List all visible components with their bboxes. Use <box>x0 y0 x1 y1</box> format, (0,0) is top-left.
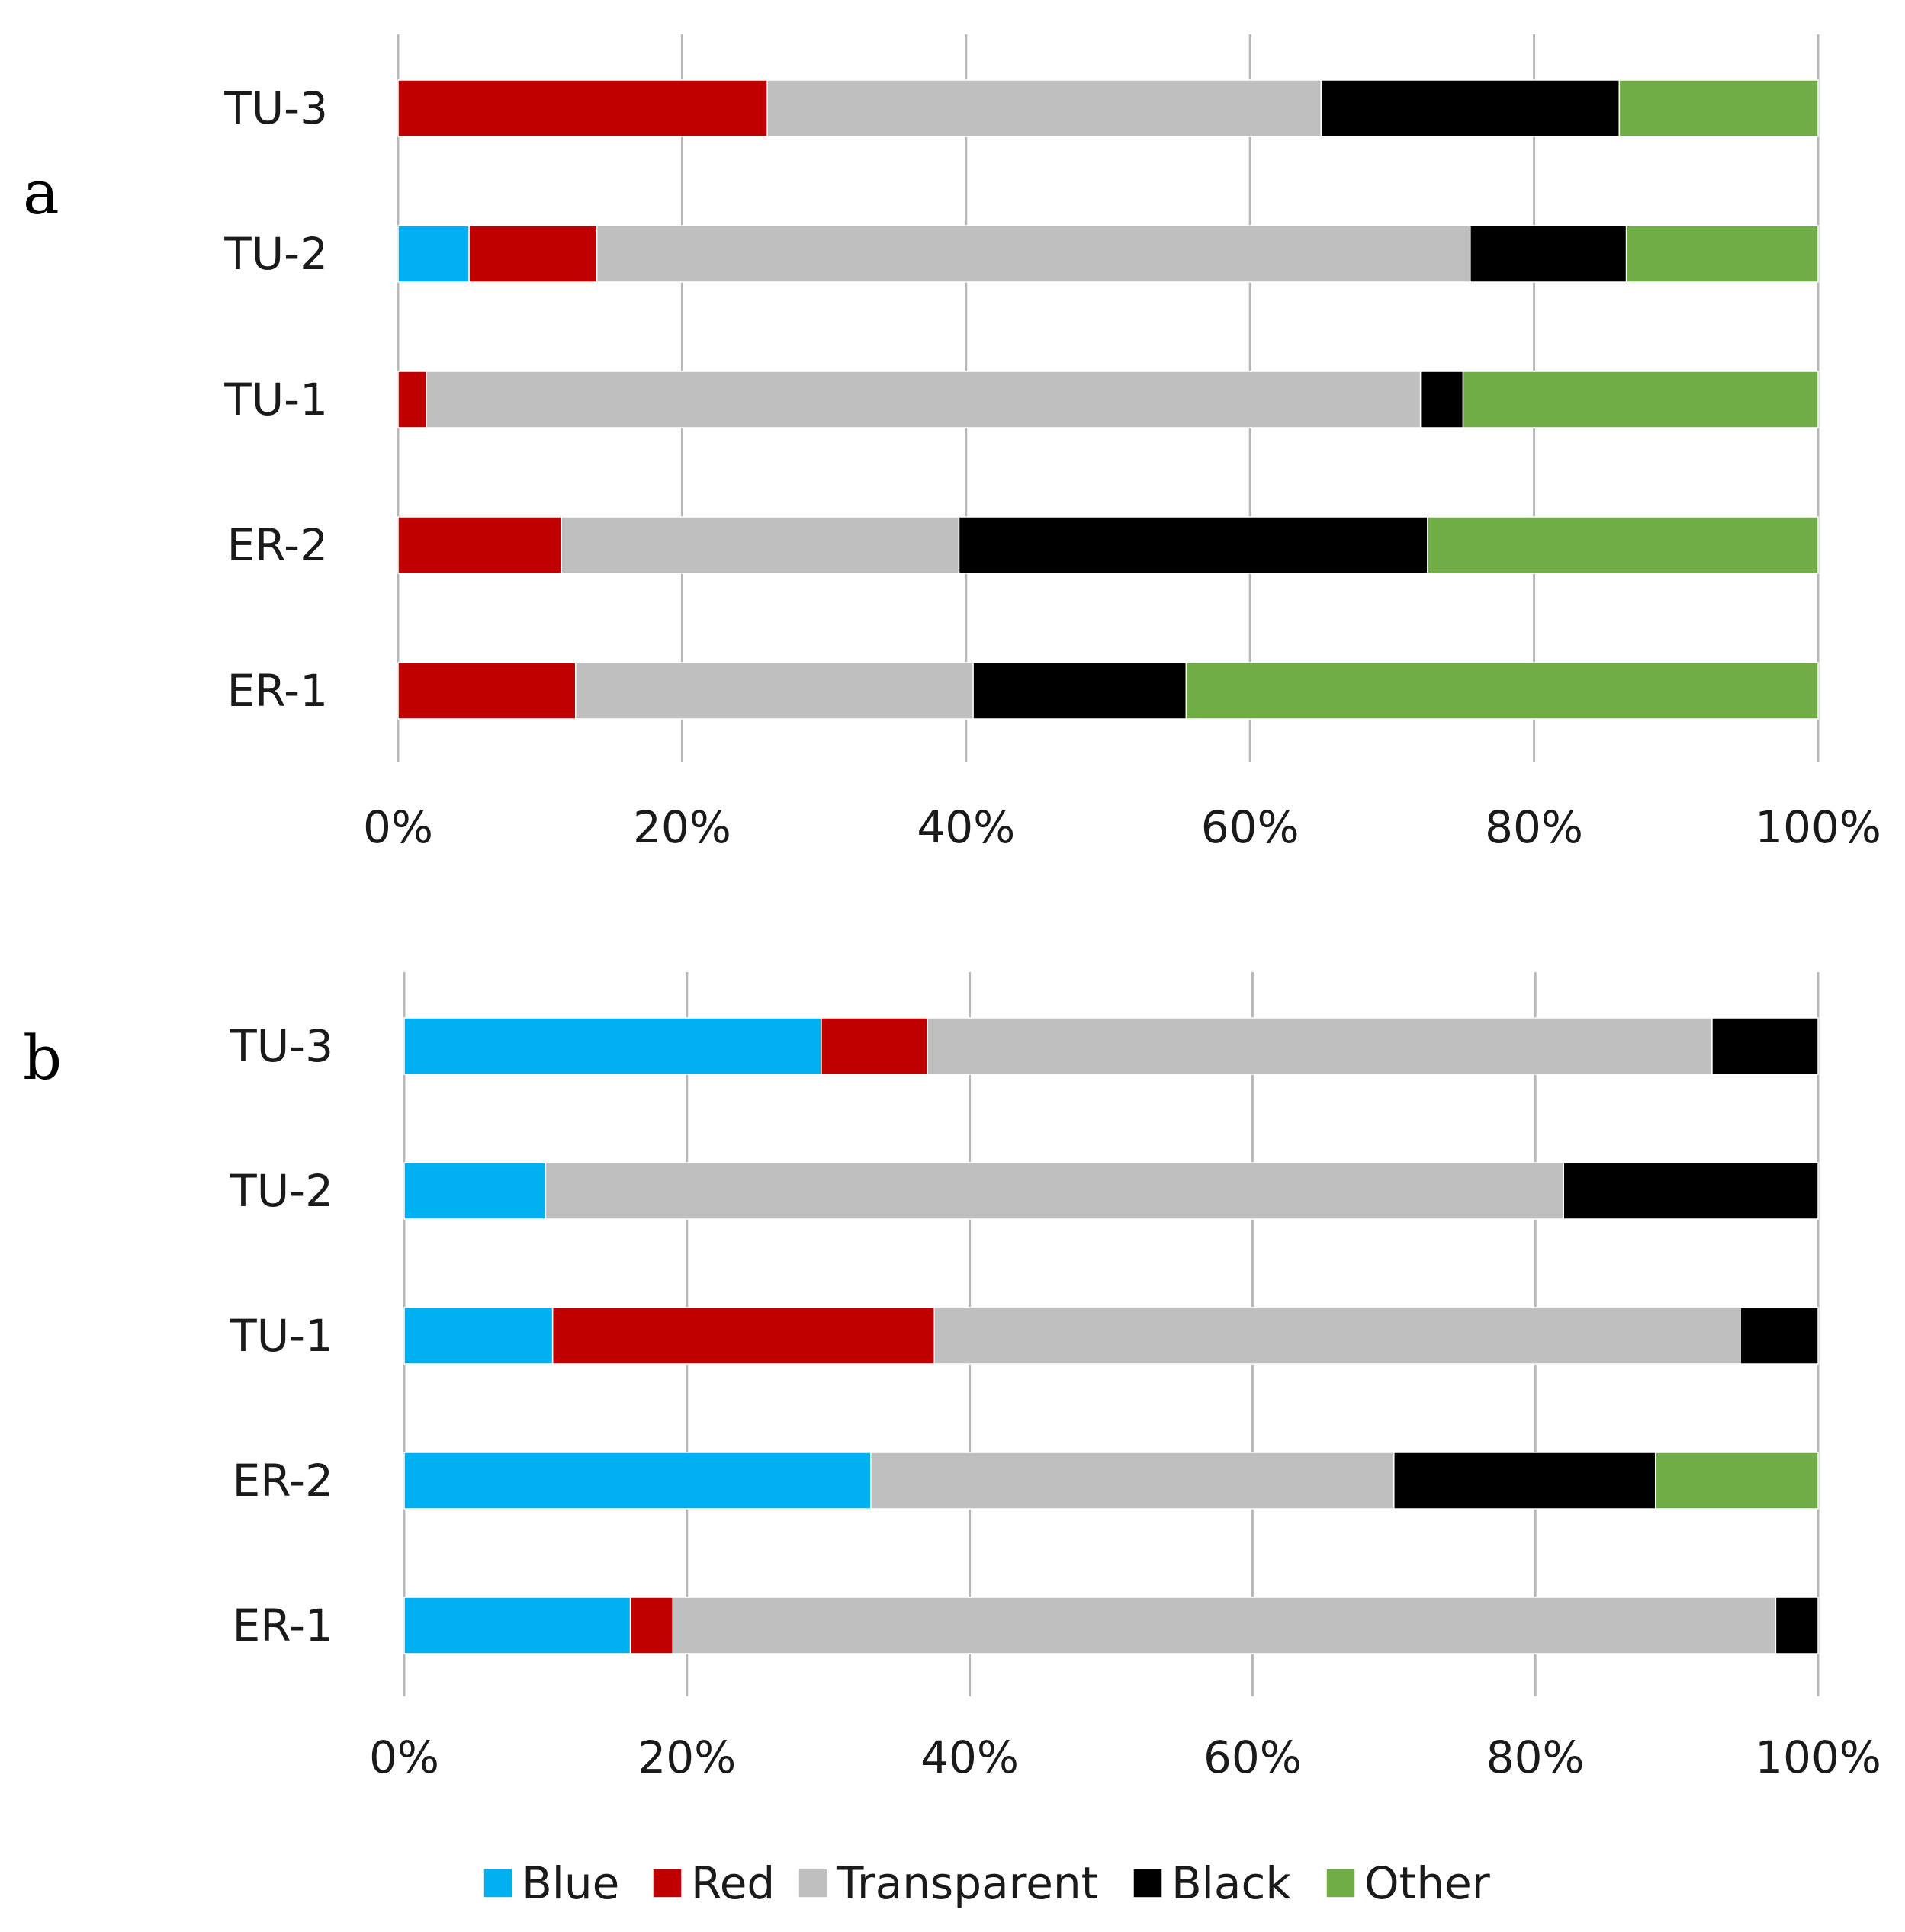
bar-segment-red <box>468 225 598 283</box>
legend-swatch-blue <box>483 1868 513 1898</box>
x-tick-label: 100% <box>1755 1731 1881 1783</box>
x-tick-label: 80% <box>1486 1731 1585 1783</box>
bar-segment-black <box>972 662 1187 720</box>
bar-segment-black <box>1470 225 1627 283</box>
bar-segment-blue <box>403 1162 547 1220</box>
bar-segment-red <box>821 1017 928 1075</box>
legend-label-blue: Blue <box>522 1857 619 1909</box>
bar-segment-red <box>397 662 577 720</box>
bar-segment-red <box>397 516 562 574</box>
panel-b-chart: b 0% 20% 40% 60% 80% 100% TU-3 TU-2 TU-1 ER-2 ER-1 <box>23 972 1881 1783</box>
category-label: ER-2 <box>233 1455 333 1507</box>
x-tick-label: 0% <box>363 801 433 853</box>
category-label: TU-3 <box>223 82 328 134</box>
category-label: TU-3 <box>229 1020 333 1072</box>
bar-segment-transparent <box>561 516 960 574</box>
bar-segment-other <box>1625 225 1819 283</box>
category-label: TU-2 <box>229 1165 333 1217</box>
x-tick-label: 100% <box>1755 801 1881 853</box>
x-tick-label: 40% <box>920 1731 1019 1783</box>
category-label: TU-2 <box>223 228 328 280</box>
bar-segment-black <box>1711 1017 1819 1075</box>
legend-swatch-other <box>1325 1868 1356 1898</box>
bar-segment-black <box>1419 371 1464 428</box>
bar-segment-black <box>1393 1452 1656 1510</box>
legend-label-black: Black <box>1171 1857 1291 1909</box>
panel-letter: b <box>23 1022 62 1093</box>
bar-segment-black <box>958 516 1428 574</box>
bar-segment-black <box>1740 1307 1819 1365</box>
x-tick-label: 20% <box>633 801 731 853</box>
bar-segment-blue <box>403 1452 872 1510</box>
x-tick-label: 60% <box>1201 801 1299 853</box>
legend-label-transparent: Transparent <box>836 1857 1098 1909</box>
x-tick-label: 0% <box>369 1731 439 1783</box>
legend-label-red: Red <box>691 1857 775 1909</box>
bar-segment-other <box>1462 371 1819 428</box>
x-tick-label: 20% <box>638 1731 736 1783</box>
x-tick-label: 80% <box>1485 801 1583 853</box>
bar-segment-transparent <box>933 1307 1741 1365</box>
bar-segment-transparent <box>766 79 1322 137</box>
bar-segment-other <box>1427 516 1819 574</box>
category-label: ER-1 <box>233 1600 333 1651</box>
bar-segment-transparent <box>927 1017 1713 1075</box>
bar-segment-transparent <box>575 662 974 720</box>
legend: Blue Red Transparent Black Other <box>483 1857 1490 1909</box>
bar-segment-blue <box>397 225 470 283</box>
panel-letter: a <box>23 157 59 228</box>
category-label: ER-1 <box>227 665 328 717</box>
bar-segment-transparent <box>596 225 1471 283</box>
bar-segment-black <box>1563 1162 1819 1220</box>
bar-segment-blue <box>403 1307 554 1365</box>
bar-segment-transparent <box>545 1162 1565 1220</box>
bar-segment-blue <box>403 1017 822 1075</box>
bar-segment-transparent <box>426 371 1422 428</box>
category-label: TU-1 <box>223 374 328 425</box>
bar-segment-transparent <box>870 1452 1395 1510</box>
legend-swatch-transparent <box>798 1868 828 1898</box>
bar-segment-red <box>629 1597 674 1654</box>
legend-swatch-red <box>652 1868 683 1898</box>
category-label: TU-1 <box>229 1310 333 1362</box>
bar-segment-other <box>1655 1452 1819 1510</box>
bar-segment-red <box>397 371 427 428</box>
category-label: ER-2 <box>227 519 328 571</box>
bar-segment-other <box>1185 662 1819 720</box>
legend-swatch-black <box>1132 1868 1163 1898</box>
bar-segment-blue <box>403 1597 631 1654</box>
bar-segment-other <box>1618 79 1819 137</box>
legend-label-other: Other <box>1364 1857 1490 1909</box>
x-tick-label: 40% <box>917 801 1015 853</box>
bar-segment-red <box>551 1307 935 1365</box>
bar-segment-red <box>397 79 768 137</box>
bar-segment-black <box>1775 1597 1819 1654</box>
panel-a-chart: a 0% 20% 40% 60% 80% 100% TU-3 TU-2 TU-1 ER-2 ER-1 <box>23 34 1881 853</box>
bar-segment-transparent <box>672 1597 1777 1654</box>
bar-segment-black <box>1320 79 1621 137</box>
x-tick-label: 60% <box>1203 1731 1302 1783</box>
